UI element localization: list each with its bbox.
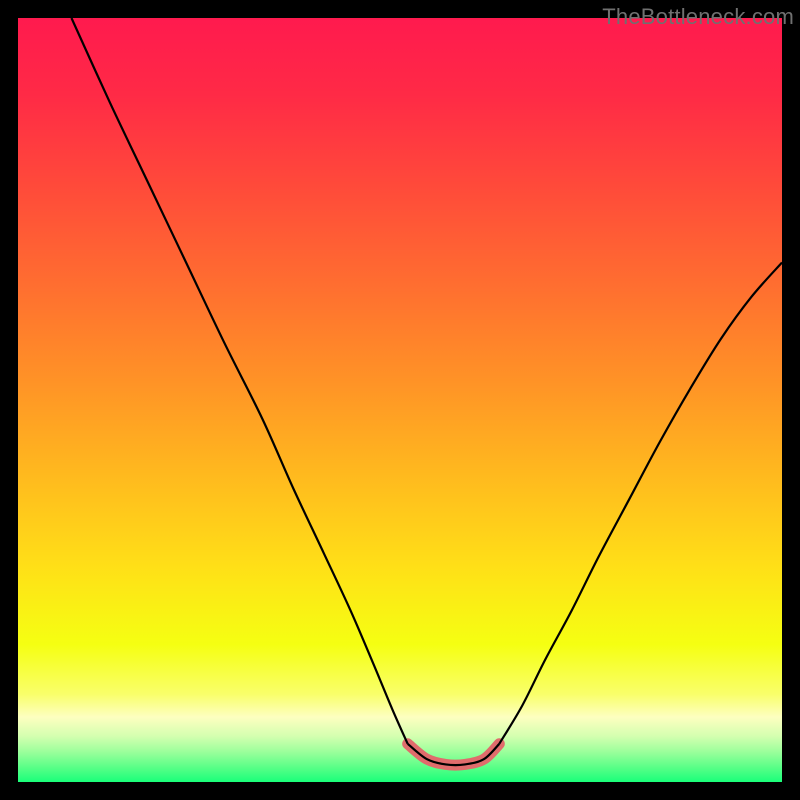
curve-left <box>71 18 407 744</box>
watermark-text: TheBottleneck.com <box>602 4 794 30</box>
curve-right <box>499 262 782 743</box>
chart-frame: TheBottleneck.com <box>0 0 800 800</box>
curve-layer <box>18 18 782 782</box>
plot-area <box>18 18 782 782</box>
